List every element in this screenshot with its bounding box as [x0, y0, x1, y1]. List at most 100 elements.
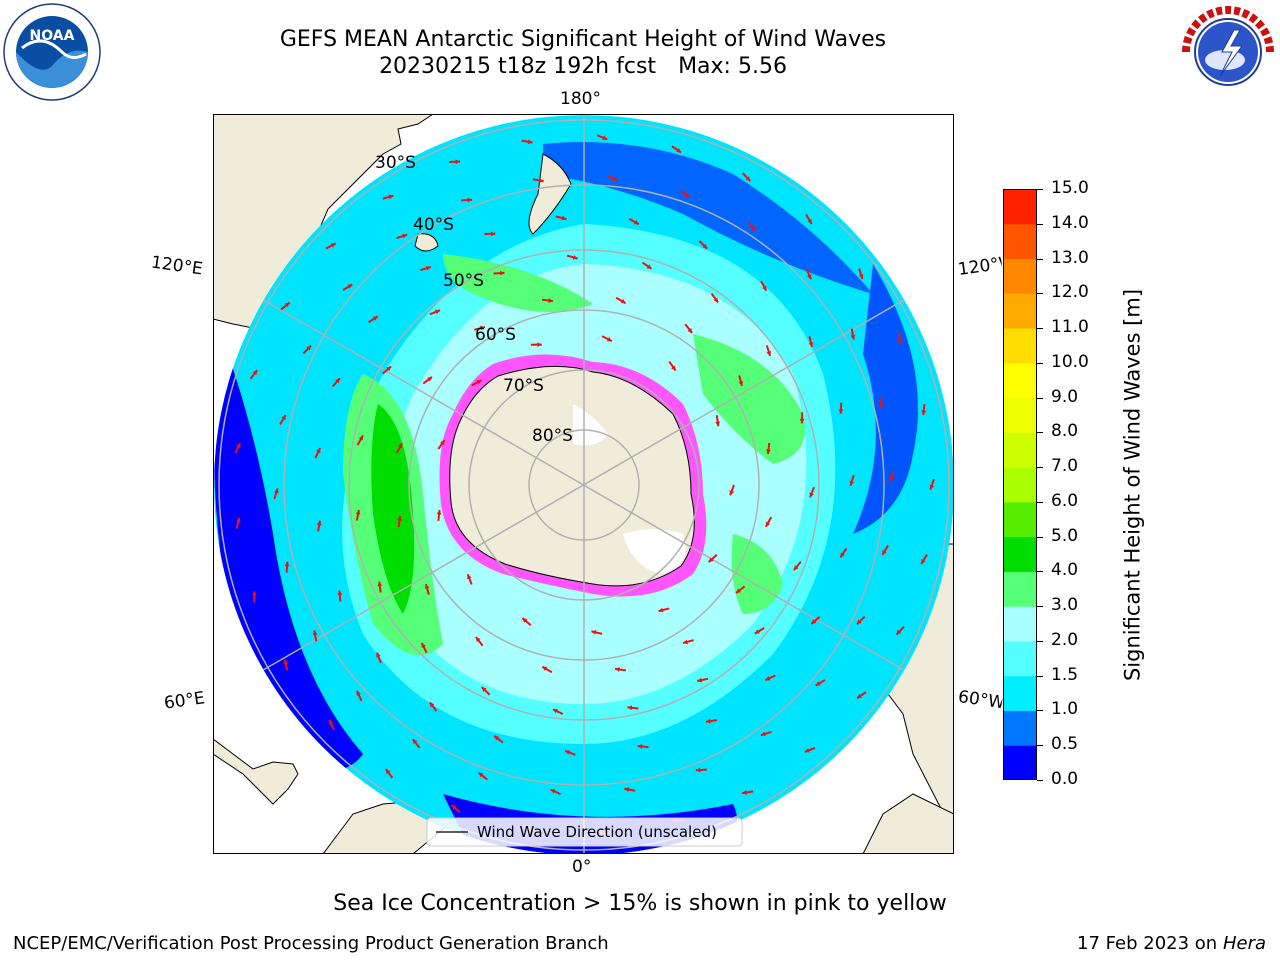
wind-wave-arrowhead	[235, 517, 241, 523]
colorbar-segment	[1003, 710, 1037, 746]
wind-wave-arrowhead	[658, 607, 664, 613]
wind-wave-arrowhead	[236, 443, 241, 449]
wind-wave-arrows	[234, 134, 935, 836]
wind-wave-arrowhead	[738, 381, 744, 386]
wind-wave-arrowhead	[421, 642, 426, 648]
wind-wave-arrowhead	[281, 415, 286, 421]
colorbar-tick-label: 3.0	[1051, 595, 1079, 616]
wind-wave-arrowhead	[921, 410, 927, 416]
wind-wave-arrowhead	[602, 135, 608, 140]
wind-wave-arrowhead	[251, 591, 257, 596]
wind-wave-arrowhead	[402, 233, 408, 239]
colorbar-ticks: 0.0 0.5 1.0 1.5 2.0 3.0 4.0 5.0 6.0 7.0 8.0 9.0 10.0…	[1037, 180, 1105, 788]
wind-wave-arrowhead	[481, 687, 487, 692]
wind-wave-arrowhead	[889, 476, 894, 482]
weddell-ice-shelf	[623, 529, 686, 574]
wind-wave-arrowhead	[702, 243, 708, 249]
colorbar-segment	[1003, 223, 1037, 260]
colorbar-segment	[1003, 397, 1037, 433]
max-value: Max: 5.56	[678, 54, 787, 79]
ocean-low-waves-east	[853, 264, 918, 534]
colorbar	[1003, 189, 1037, 781]
wind-wave-arrowhead	[429, 702, 435, 708]
wind-wave-arrowhead	[615, 667, 620, 672]
colorbar-tick-label: 13.0	[1051, 247, 1089, 268]
lat-label-80s: 80°S	[532, 426, 573, 446]
wind-wave-arrowhead	[671, 365, 676, 371]
wind-wave-arrowhead	[705, 718, 711, 724]
wind-wave-arrowhead	[684, 192, 690, 198]
wind-wave-arrowhead	[478, 772, 484, 778]
wind-wave-arrowhead	[897, 339, 903, 344]
wind-wave-arrowhead	[283, 659, 289, 665]
ross-ice-shelf	[573, 404, 608, 446]
colorbar-segment	[1003, 675, 1037, 711]
colorbar-segment	[1003, 467, 1037, 503]
high-waves-indian-core	[371, 404, 415, 614]
high-waves-pacific	[693, 334, 805, 464]
colorbar-tick-mark	[1037, 606, 1043, 608]
wind-wave-arrowhead	[312, 630, 318, 636]
colorbar-tick-mark	[1037, 223, 1043, 225]
wind-wave-arrowhead	[760, 731, 766, 737]
colorbar-tick-mark	[1037, 640, 1043, 642]
wind-wave-arrowhead	[561, 215, 567, 221]
tasmania-land	[414, 233, 439, 252]
wind-wave-arrowhead	[808, 342, 814, 348]
colorbar-segment	[1003, 432, 1037, 468]
wind-wave-arrowhead	[284, 302, 290, 308]
colorbar-tick-mark	[1037, 397, 1043, 399]
colorbar-tick-mark	[1037, 258, 1043, 260]
wind-wave-arrowhead	[330, 243, 336, 248]
wind-wave-arrowhead	[765, 676, 771, 681]
wind-wave-arrowhead	[742, 790, 747, 795]
colorbar-segment	[1003, 328, 1037, 364]
wind-wave-arrowhead	[388, 194, 394, 200]
wind-wave-arrowhead	[397, 516, 402, 521]
wind-wave-arrowhead	[329, 719, 334, 725]
noaa-logo-icon: NOAA	[2, 2, 102, 102]
africa-land	[213, 738, 299, 805]
wind-wave-arrowhead	[591, 630, 597, 635]
wind-wave-arrowhead	[480, 325, 485, 331]
wind-wave-arrowhead	[376, 652, 381, 658]
colorbar-segment	[1003, 571, 1037, 607]
wind-wave-arrowhead	[252, 370, 258, 376]
wind-wave-arrowhead	[435, 309, 441, 315]
wind-wave-arrowhead	[427, 376, 432, 382]
chart-title: GEFS MEAN Antarctic Significant Height o…	[279, 27, 887, 52]
wind-wave-arrowhead	[815, 681, 821, 686]
lon-label-180: 180°	[560, 89, 601, 109]
wind-wave-arrowhead	[274, 488, 279, 494]
lon-label-120w: 120°W	[956, 254, 1004, 280]
footer-date: 17 Feb 2023 on Hera	[1077, 933, 1266, 954]
wind-wave-arrowhead	[358, 435, 364, 441]
wind-wave-arrowhead	[355, 509, 361, 515]
colorbar-tick-mark	[1037, 710, 1043, 712]
wind-wave-arrowhead	[356, 690, 361, 696]
wind-wave-arrowhead	[451, 805, 457, 810]
wind-wave-arrowhead	[494, 735, 500, 741]
colorbar-tick-mark	[1037, 536, 1043, 538]
lon-label-0: 0°	[572, 857, 592, 877]
ocean-low-waves-north	[543, 142, 873, 294]
wind-wave-arrowhead	[840, 552, 845, 558]
wind-wave-arrowhead	[637, 744, 643, 749]
wind-wave-arrowhead	[849, 480, 855, 486]
colorbar-tick-label: 5.0	[1051, 525, 1079, 546]
wind-wave-arrowhead	[745, 176, 751, 182]
wind-wave-arrowhead	[766, 449, 771, 454]
wind-wave-arrowhead	[807, 218, 812, 224]
colorbar-segment	[1003, 745, 1037, 781]
lon-label-120e: 120°E	[149, 252, 204, 280]
nws-logo-icon	[1178, 2, 1278, 102]
colorbar-tick-label: 6.0	[1051, 490, 1079, 511]
south-america-land-tip	[862, 793, 954, 854]
wind-wave-arrowhead	[552, 709, 558, 714]
wind-wave-arrowhead	[766, 351, 772, 356]
wind-wave-arrowhead	[377, 581, 383, 587]
lon-label-60w: 60°W	[956, 687, 1004, 713]
wind-wave-arrowhead	[676, 148, 682, 153]
noaa-logo-text: NOAA	[30, 28, 75, 44]
sea-ice-note: Sea Ice Concentration > 15% is shown in …	[333, 891, 947, 916]
